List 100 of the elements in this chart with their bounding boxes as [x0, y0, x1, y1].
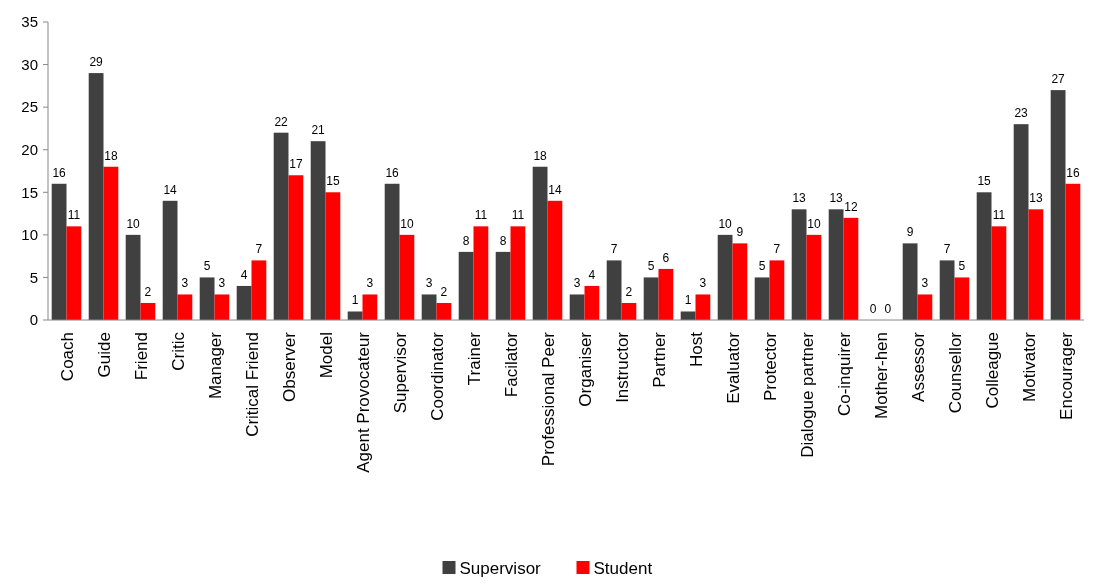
bar [251, 260, 267, 320]
x-tick-label: Friend [131, 332, 151, 381]
data-label: 11 [67, 208, 81, 223]
data-label: 5 [647, 259, 655, 274]
data-label: 3 [218, 276, 226, 291]
data-label: 9 [906, 225, 914, 240]
data-label: 3 [573, 276, 581, 291]
x-tick-label: Dialogue partner [797, 331, 817, 458]
data-label: 21 [311, 123, 326, 138]
bar [66, 226, 82, 320]
x-tick-label: Evaluator [723, 331, 743, 404]
data-label: 4 [240, 267, 248, 282]
data-label: 13 [792, 191, 807, 206]
x-tick-label: Model [316, 332, 336, 379]
bar [695, 294, 711, 320]
bar [976, 192, 992, 320]
data-label: 3 [181, 276, 189, 291]
bar [954, 277, 970, 320]
x-tick-label: Coordinator [427, 331, 447, 421]
data-label: 2 [440, 284, 448, 299]
data-label: 11 [474, 208, 488, 223]
x-tick-label: Protector [760, 331, 780, 401]
bar [828, 209, 844, 320]
bar [532, 166, 548, 320]
bar [584, 285, 600, 320]
data-label: 14 [163, 182, 178, 197]
y-tick-label: 10 [21, 226, 38, 244]
data-label: 18 [104, 148, 118, 163]
bar [732, 243, 748, 320]
y-tick-label: 15 [21, 183, 38, 201]
data-label: 18 [533, 148, 548, 163]
bar [791, 209, 807, 320]
bar [125, 234, 141, 320]
bar [162, 200, 178, 320]
bar [421, 294, 437, 320]
x-tick-label: Critic [168, 331, 188, 371]
bar [806, 234, 822, 320]
x-tick-label: Colleague [982, 332, 1002, 409]
y-tick-label: 35 [21, 13, 38, 31]
x-tick-label: Agent Provocateur [353, 331, 373, 473]
data-label: 7 [610, 242, 618, 257]
data-label: 7 [943, 242, 951, 257]
x-tick-label: Co-inquirer [834, 331, 854, 417]
bar [902, 243, 918, 320]
data-label: 15 [977, 174, 992, 189]
data-label: 3 [921, 276, 929, 291]
data-label: 2 [144, 284, 152, 299]
bar [643, 277, 659, 320]
x-tick-label: Guide [94, 332, 114, 378]
data-label: 16 [52, 165, 67, 180]
data-label: 15 [326, 174, 340, 189]
data-label: 1 [684, 293, 692, 308]
data-label: 5 [758, 259, 766, 274]
bar [1050, 90, 1066, 320]
bar [362, 294, 378, 320]
y-tick-label: 20 [21, 140, 38, 158]
x-tick-label: Critical Friend [242, 332, 262, 437]
data-label: 13 [829, 191, 844, 206]
x-tick-label: Motivator [1019, 331, 1039, 402]
bar [569, 294, 585, 320]
data-label: 3 [366, 276, 374, 291]
y-tick-label: 25 [21, 98, 38, 116]
bar [939, 260, 955, 320]
x-tick-label: Facilator [501, 331, 521, 398]
bar [1065, 183, 1081, 320]
bar [325, 192, 341, 320]
data-label: 6 [662, 250, 670, 265]
bar [310, 141, 326, 320]
bar [754, 277, 770, 320]
bar [384, 183, 400, 320]
data-label: 8 [462, 233, 470, 248]
x-tick-label: Trainer [464, 331, 484, 386]
bar [658, 268, 674, 320]
bar [680, 311, 696, 320]
legend-label: Supervisor [459, 559, 542, 578]
data-label: 17 [289, 157, 303, 172]
y-tick-label: 0 [29, 311, 38, 329]
data-label: 10 [807, 216, 821, 231]
bar [236, 285, 252, 320]
x-tick-label: Instructor [612, 331, 632, 403]
x-tick-label: Assessor [908, 331, 928, 402]
bar [510, 226, 526, 320]
data-label: 5 [203, 259, 211, 274]
data-label: 29 [89, 55, 104, 70]
y-tick-label: 5 [29, 268, 38, 286]
bar [88, 73, 104, 320]
x-tick-label: Coach [57, 332, 77, 382]
x-tick-label: Professional Peer [538, 331, 558, 467]
x-tick-label: Counsellor [945, 331, 965, 414]
data-label: 3 [425, 276, 433, 291]
data-label: 16 [1066, 165, 1080, 180]
data-label: 16 [385, 165, 400, 180]
data-label: 2 [625, 284, 633, 299]
bar [769, 260, 785, 320]
x-tick-label: Partner [649, 331, 669, 388]
data-label: 23 [1014, 106, 1029, 121]
data-label: 11 [992, 208, 1006, 223]
bar [717, 234, 733, 320]
bar [399, 234, 415, 320]
bar [1028, 209, 1044, 320]
